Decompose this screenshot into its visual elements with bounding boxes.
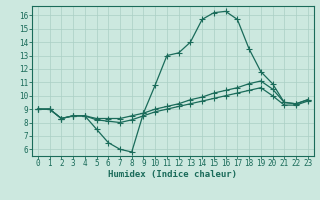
X-axis label: Humidex (Indice chaleur): Humidex (Indice chaleur) <box>108 170 237 179</box>
